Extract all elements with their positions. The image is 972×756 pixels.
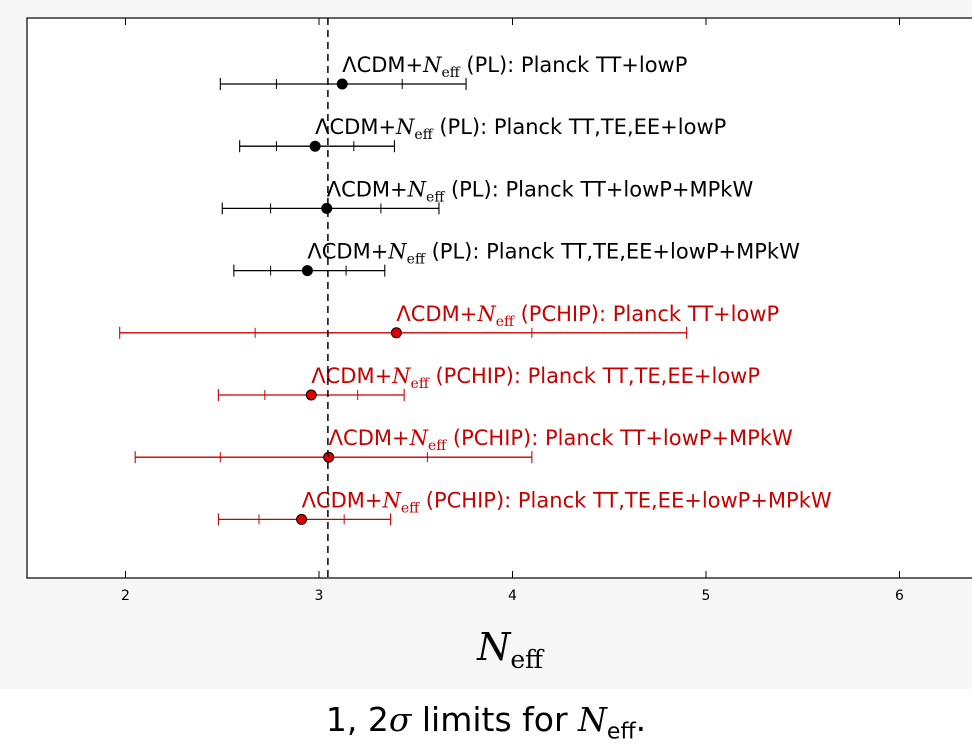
- central-value-point: [323, 451, 335, 463]
- central-value-point: [301, 265, 313, 277]
- x-axis-label: Neff: [476, 625, 545, 674]
- row-label: ΛCDM+Neff (PCHIP): Planck TT,TE,EE+lowP: [311, 364, 760, 392]
- central-value-point: [305, 389, 317, 401]
- caption-prefix: 1, 2: [325, 700, 389, 739]
- row-label: ΛCDM+Neff (PCHIP): Planck TT+lowP: [396, 302, 779, 330]
- row-label: ΛCDM+Neff (PL): Planck TT+lowP+MPkW: [327, 177, 754, 205]
- central-value-point: [296, 513, 308, 525]
- x-tick-label: 4: [508, 588, 517, 604]
- figure-caption: 1, 2σ limits for Neff.: [0, 700, 972, 745]
- central-value-point: [309, 140, 321, 152]
- central-value-point: [336, 78, 348, 90]
- row-label: ΛCDM+Neff (PL): Planck TT+lowP: [342, 53, 687, 81]
- row-label: ΛCDM+Neff (PL): Planck TT,TE,EE+lowP: [315, 115, 726, 143]
- caption-subscript: eff: [606, 719, 636, 745]
- row-label: ΛCDM+Neff (PCHIP): Planck TT+lowP+MPkW: [329, 426, 793, 454]
- x-tick-label: 5: [702, 588, 711, 604]
- x-tick-label: 6: [895, 588, 904, 604]
- row-label: ΛCDM+Neff (PL): Planck TT,TE,EE+lowP+MPk…: [307, 240, 800, 268]
- x-tick-label: 2: [121, 588, 130, 604]
- errorbar-chart: 2 3 4 5 6 Neff ΛCDM+Neff (PL): Planck TT+lowP Λ…: [26, 17, 972, 674]
- central-value-point: [321, 202, 333, 214]
- caption-sigma: σ: [388, 700, 412, 739]
- x-tick-label: 3: [315, 588, 324, 604]
- caption-middle: limits for: [411, 700, 579, 739]
- row-label: ΛCDM+Neff (PCHIP): Planck TT,TE,EE+lowP+…: [302, 488, 832, 516]
- caption-end: .: [635, 700, 647, 739]
- plot-frame: [26, 17, 972, 579]
- caption-symbol: N: [578, 700, 607, 739]
- central-value-point: [390, 327, 402, 339]
